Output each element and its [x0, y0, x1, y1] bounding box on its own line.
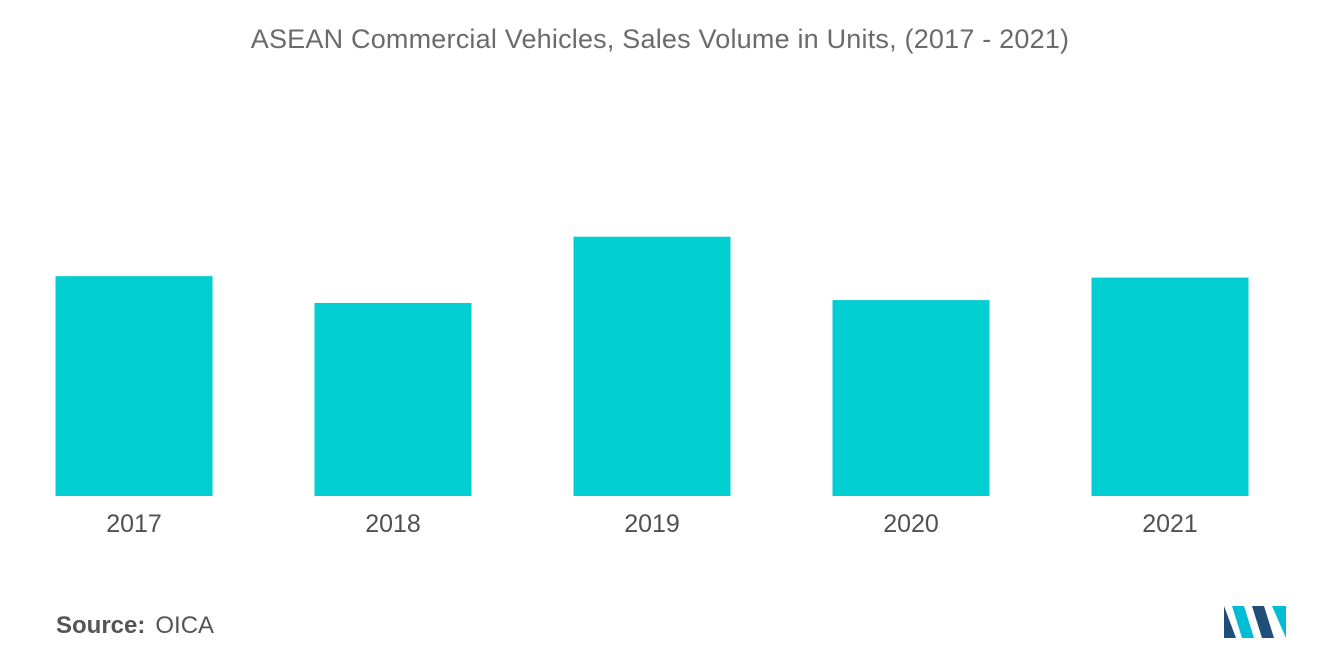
x-tick-label-2021: 2021 — [1142, 510, 1198, 538]
x-tick-label-2018: 2018 — [365, 510, 421, 538]
bar-2018 — [314, 302, 472, 496]
logo-shape-mid-right — [1252, 606, 1274, 638]
bar-2019 — [573, 236, 731, 496]
bar-2021 — [1091, 277, 1249, 496]
source-label: Source: — [56, 612, 146, 639]
x-tick-label-2020: 2020 — [883, 510, 939, 538]
mordor-logo-icon — [1224, 606, 1286, 638]
x-tick-label-2017: 2017 — [106, 510, 162, 538]
logo-shape-mid-left — [1232, 606, 1254, 638]
chart-title: ASEAN Commercial Vehicles, Sales Volume … — [250, 24, 1070, 54]
logo-shape-left — [1224, 606, 1236, 638]
source-note: Source: OICA — [56, 612, 214, 640]
x-tick-label-2019: 2019 — [624, 510, 680, 538]
source-value: OICA — [155, 612, 215, 639]
bar-2020 — [832, 300, 990, 496]
logo-shape-right — [1272, 606, 1286, 638]
bar-chart: 2017 2018 2019 2020 2021 — [55, 236, 1249, 538]
bar-2017 — [55, 276, 213, 496]
